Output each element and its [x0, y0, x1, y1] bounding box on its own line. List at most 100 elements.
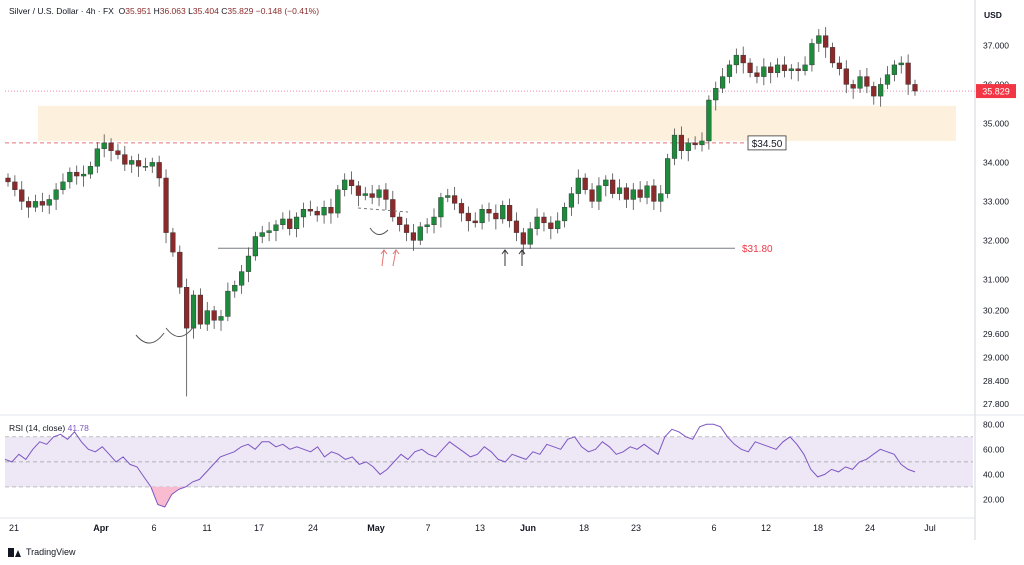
candle: [32, 201, 39, 208]
resistance-zone: [38, 105, 956, 141]
candle: [67, 171, 73, 183]
chart-header: Silver / U.S. Dollar · 4h · FX O35.951 H…: [9, 6, 319, 16]
candle: [280, 218, 286, 225]
currency-label[interactable]: USD: [984, 10, 1002, 20]
arrow-up-red-2: [392, 249, 397, 267]
price-tick-label: 37.000: [983, 40, 1009, 50]
time-tick-label: 6: [151, 523, 156, 533]
candle: [431, 216, 437, 226]
open-value: 35.951: [125, 6, 152, 16]
candle: [293, 216, 300, 229]
candle: [273, 224, 279, 231]
candle: [307, 208, 313, 212]
time-tick-label: Apr: [93, 523, 109, 533]
candle: [397, 216, 403, 226]
candle: [768, 66, 774, 73]
candle: [500, 205, 506, 220]
resistance-label-box: [747, 135, 787, 151]
time-tick-label: 23: [631, 523, 641, 533]
candle: [53, 189, 59, 200]
high-label: H: [153, 6, 160, 16]
candle: [60, 181, 66, 190]
low-label: L: [188, 6, 193, 16]
time-tick-label: 13: [475, 523, 485, 533]
candle: [190, 294, 197, 329]
candle: [658, 193, 664, 202]
arrow-up-red-2-head: [392, 249, 400, 255]
rsi-header: RSI (14, close) 41.78: [9, 423, 89, 433]
candle: [582, 177, 588, 190]
candle: [898, 62, 904, 66]
high-value: 36.063: [159, 6, 186, 16]
time-tick-label: 24: [865, 523, 875, 533]
candle: [610, 179, 616, 194]
candle: [740, 54, 746, 64]
candle: [665, 158, 671, 194]
candle: [197, 294, 203, 325]
candle: [403, 224, 410, 233]
candle: [458, 203, 465, 214]
candle: [177, 251, 183, 288]
candle: [520, 232, 526, 245]
candle: [232, 285, 238, 292]
candle: [561, 207, 568, 222]
candle: [878, 84, 884, 97]
candle: [651, 185, 657, 202]
candle: [438, 197, 444, 218]
tradingview-logo[interactable]: TradingView: [8, 547, 76, 557]
price-tick-label: 29.000: [983, 352, 1009, 362]
time-tick-label: 24: [308, 523, 318, 533]
candle: [5, 177, 11, 183]
time-tick-label: Jul: [924, 523, 936, 533]
candle: [287, 218, 293, 229]
candle: [129, 160, 135, 165]
candle: [871, 86, 877, 97]
rsi-tick-label: 60.00: [983, 444, 1005, 454]
candle: [761, 66, 767, 77]
candle: [884, 74, 891, 85]
candle: [706, 99, 712, 142]
price-tick-label: 29.600: [983, 329, 1009, 339]
candle: [383, 189, 389, 200]
candle: [472, 220, 478, 224]
arrow-up-black-1-head: [501, 249, 509, 255]
candle: [87, 166, 94, 175]
candle: [534, 216, 540, 229]
candle: [149, 162, 155, 167]
change-value: −0.148 (−0.41%): [255, 6, 320, 16]
rsi-label[interactable]: RSI (14, close): [9, 423, 66, 433]
candle: [912, 84, 918, 92]
candle: [575, 177, 581, 194]
symbol-name[interactable]: Silver / U.S. Dollar · 4h · FX: [9, 6, 114, 16]
candle: [94, 148, 100, 167]
time-tick-label: 18: [813, 523, 823, 533]
candle: [328, 207, 334, 214]
low-value: 35.404: [192, 6, 219, 16]
candle: [513, 220, 520, 233]
candle: [568, 193, 575, 208]
candle: [589, 189, 595, 202]
candle: [616, 187, 623, 194]
candle: [39, 201, 45, 206]
candle: [46, 199, 52, 206]
time-tick-label: 11: [202, 523, 211, 533]
arrow-up-black-2-head: [518, 249, 526, 255]
candle: [541, 216, 547, 224]
candle: [410, 232, 417, 241]
candle: [355, 185, 362, 196]
candle: [170, 232, 176, 253]
candle: [891, 64, 897, 75]
candle: [829, 47, 836, 64]
candle: [321, 207, 327, 216]
rsi-line: [4, 423, 916, 508]
candle: [603, 179, 609, 186]
candle: [506, 205, 513, 222]
double-bottom-arc-right: [165, 325, 195, 337]
time-tick-label: 18: [579, 523, 589, 533]
candle: [142, 166, 149, 168]
rsi-tick-label: 80.00: [983, 419, 1005, 429]
candle: [843, 68, 849, 85]
candle: [671, 134, 678, 159]
candle: [857, 76, 863, 89]
